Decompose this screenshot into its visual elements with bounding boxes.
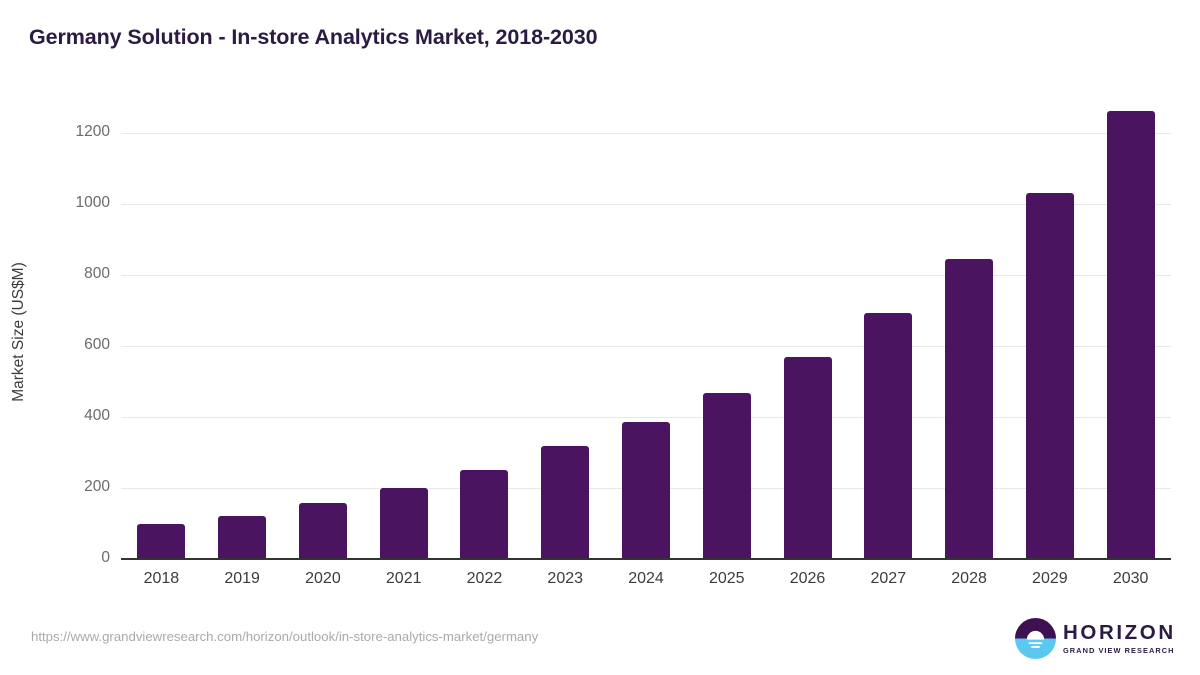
- y-axis-tick-label: 1200: [75, 123, 110, 140]
- gridline: [121, 133, 1171, 134]
- x-axis-tick-label: 2018: [143, 570, 180, 587]
- gridline: [121, 416, 1171, 418]
- bar[interactable]: [1025, 192, 1074, 559]
- bar[interactable]: [702, 392, 751, 559]
- x-axis-tick-label: 2026: [789, 570, 826, 587]
- x-axis-tick-label: 2028: [951, 570, 987, 587]
- bar[interactable]: [945, 259, 994, 559]
- x-axis-tick-label: 2029: [1032, 570, 1068, 587]
- gridline: [121, 274, 1171, 276]
- x-axis-tick-label: 2019: [224, 570, 260, 587]
- x-axis-tick-label: 2021: [385, 570, 422, 587]
- x-axis-tick-label: 2020: [305, 570, 341, 587]
- horizon-logo-text: HORIZON GRAND VIEW RESEARCH: [1063, 622, 1176, 656]
- x-axis-tick-label: 2022: [466, 570, 503, 587]
- page-title: Germany Solution - In-store Analytics Ma…: [29, 25, 598, 49]
- bar[interactable]: [137, 524, 186, 559]
- gridline: [121, 345, 1171, 347]
- plot-area: [121, 100, 1171, 559]
- bar[interactable]: [622, 422, 670, 559]
- logo-wordmark: HORIZON: [1063, 621, 1176, 644]
- gridline: [121, 203, 1171, 205]
- source-url[interactable]: https://www.grandviewresearch.com/horizo…: [31, 629, 539, 644]
- y-axis-tick-label: 200: [84, 477, 110, 495]
- x-axis-tick-label: 2023: [547, 570, 584, 587]
- y-axis-title: Market Size (US$M): [10, 262, 27, 402]
- bar[interactable]: [460, 469, 509, 559]
- bar[interactable]: [298, 502, 347, 559]
- bar[interactable]: [218, 515, 267, 559]
- x-axis-tick-label: 2030: [1112, 570, 1149, 587]
- bar[interactable]: [864, 312, 913, 559]
- horizon-logo[interactable]: HORIZON GRAND VIEW RESEARCH: [1015, 617, 1175, 661]
- y-axis-tick-label: 400: [84, 406, 110, 424]
- bar[interactable]: [783, 356, 832, 559]
- logo-tagline: GRAND VIEW RESEARCH: [1063, 646, 1175, 655]
- x-axis-tick-label: 2027: [870, 570, 907, 587]
- x-axis-line: [121, 558, 1171, 560]
- y-axis-tick-label: 1000: [75, 193, 110, 211]
- bar[interactable]: [379, 488, 428, 559]
- bar[interactable]: [1106, 111, 1155, 559]
- y-axis-tick-label: 600: [84, 335, 110, 353]
- y-axis-tick-label: 800: [84, 264, 110, 282]
- x-axis-tick-label: 2024: [628, 570, 664, 587]
- x-axis-tick-label: 2025: [708, 570, 745, 587]
- y-axis-tick-label: 0: [101, 548, 110, 566]
- horizon-logo-icon: [1015, 618, 1056, 659]
- bar[interactable]: [541, 446, 590, 559]
